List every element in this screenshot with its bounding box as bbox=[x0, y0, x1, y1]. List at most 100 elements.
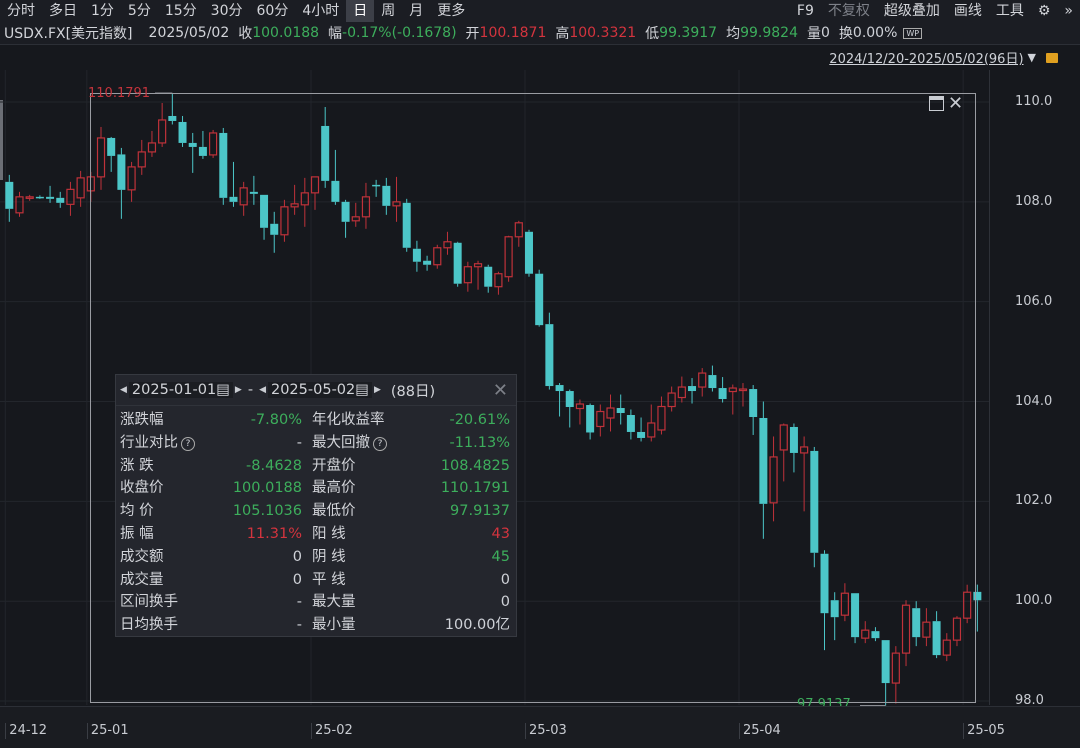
candle-body-down bbox=[117, 154, 126, 190]
calendar-icon[interactable]: ▤ bbox=[355, 382, 369, 398]
stat-label: 平 线 bbox=[312, 569, 346, 592]
price-tick-label: 110.0 bbox=[1015, 94, 1053, 109]
candle-body-up bbox=[647, 422, 656, 438]
period-tab[interactable]: 1分 bbox=[91, 3, 114, 19]
stat-label: 年化收益率 bbox=[312, 409, 385, 432]
stat-label: 开盘价 bbox=[312, 455, 356, 478]
candle bbox=[270, 211, 279, 253]
period-tab[interactable]: 月 bbox=[409, 3, 424, 19]
window-icon[interactable] bbox=[929, 96, 944, 111]
close-icon[interactable]: ✕ bbox=[492, 379, 508, 401]
start-date-field[interactable]: 2025-01-01▤ bbox=[128, 382, 233, 398]
prev-start-icon[interactable]: ◀ bbox=[120, 385, 127, 395]
avg-label: 均 bbox=[726, 26, 741, 42]
prev-end-icon[interactable]: ◀ bbox=[259, 385, 266, 395]
candle bbox=[290, 184, 299, 215]
candlestick-chart[interactable] bbox=[0, 0, 989, 747]
stat-label-text: 收盘价 bbox=[120, 480, 164, 497]
next-start-icon[interactable]: ▶ bbox=[234, 385, 242, 395]
open-value: 100.1871 bbox=[479, 25, 547, 41]
candle-body-down bbox=[973, 591, 982, 601]
candle bbox=[178, 115, 187, 147]
triangle-down-icon[interactable]: ▼ bbox=[1027, 51, 1036, 64]
candle bbox=[759, 401, 768, 539]
candle-body-up bbox=[127, 166, 136, 191]
candle-body-down bbox=[188, 142, 197, 147]
candle bbox=[708, 365, 717, 392]
end-date-field[interactable]: 2025-05-02▤ bbox=[267, 382, 372, 398]
period-tab[interactable]: 15分 bbox=[164, 3, 197, 19]
avg-value: 99.9824 bbox=[740, 25, 798, 41]
candle bbox=[351, 202, 360, 227]
quote-date: 2025/05/02 bbox=[148, 25, 230, 41]
period-tab[interactable]: 更多 bbox=[437, 3, 466, 19]
date-range-link[interactable]: 2024/12/20-2025/05/02(96日) bbox=[829, 52, 1024, 67]
gear-icon[interactable]: ⚙ bbox=[1037, 3, 1051, 19]
selection-controls: ✕ bbox=[929, 93, 964, 114]
next-end-icon[interactable]: ▶ bbox=[373, 385, 381, 395]
candle bbox=[820, 550, 829, 651]
toolbar-button[interactable]: 不复权 bbox=[827, 3, 870, 19]
toolbar-right: F9 不复权 超级叠加 画线 工具 ⚙ » bbox=[790, 0, 1080, 22]
stat-label: 日均换手 bbox=[120, 614, 178, 637]
help-icon[interactable]: ? bbox=[373, 436, 387, 451]
candle bbox=[137, 139, 146, 175]
candle bbox=[800, 436, 809, 512]
candle bbox=[433, 244, 442, 269]
candle bbox=[402, 198, 411, 252]
candle-body-up bbox=[840, 592, 849, 616]
period-tab[interactable]: 日 bbox=[346, 0, 375, 22]
candle-body-down bbox=[718, 388, 727, 400]
interval-selection-box[interactable] bbox=[90, 93, 976, 703]
candle-body-down bbox=[565, 391, 574, 408]
toolbar-button[interactable]: 工具 bbox=[995, 3, 1024, 19]
candle-body-down bbox=[616, 408, 625, 414]
calendar-icon[interactable]: ▤ bbox=[216, 382, 230, 398]
candle bbox=[117, 147, 126, 219]
candle-body-down bbox=[545, 324, 554, 387]
stat-row: 涨跌幅 -7.80% bbox=[120, 409, 310, 432]
interval-stats-panel: ◀ 2025-01-01▤ ▶ - ◀ 2025-05-02▤ ▶ (88日) … bbox=[115, 374, 517, 637]
candle-body-up bbox=[861, 629, 870, 639]
candle-body-up bbox=[25, 196, 34, 199]
period-tab[interactable]: 分时 bbox=[7, 3, 35, 19]
lock-icon[interactable] bbox=[1046, 52, 1058, 63]
period-tab[interactable]: 5分 bbox=[127, 3, 151, 19]
candle-body-up bbox=[280, 206, 289, 236]
candle bbox=[545, 312, 554, 390]
candle-body-down bbox=[484, 266, 493, 287]
candle bbox=[555, 383, 564, 417]
toolbar-button[interactable]: 超级叠加 bbox=[883, 3, 940, 19]
candle bbox=[647, 404, 656, 442]
wp-icon[interactable]: WP bbox=[903, 27, 923, 39]
price-tick-label: 100.0 bbox=[1015, 593, 1053, 609]
candle-body-up bbox=[209, 132, 218, 156]
candle-body-up bbox=[290, 203, 299, 208]
candle-body-down bbox=[249, 191, 258, 194]
symbol-name: USDX.FX[美元指数] bbox=[4, 26, 133, 42]
stat-label: 收盘价 bbox=[120, 477, 164, 500]
period-tab[interactable]: 4小时 bbox=[302, 3, 340, 19]
candle-body-up bbox=[158, 119, 167, 144]
period-tab[interactable]: 多日 bbox=[49, 3, 77, 19]
date-range-selector[interactable]: 2024/12/20-2025/05/02(96日) ▼ bbox=[829, 48, 1058, 67]
stat-value: - bbox=[296, 594, 302, 611]
candle bbox=[698, 368, 707, 397]
period-tab[interactable]: 30分 bbox=[210, 3, 243, 19]
turnover-value: 0.00% bbox=[852, 25, 898, 41]
candle-body-up bbox=[473, 263, 483, 268]
toolbar-button[interactable]: 画线 bbox=[953, 3, 982, 19]
price-tick-label: 102.0 bbox=[1015, 493, 1053, 509]
candle bbox=[321, 106, 330, 188]
left-scrollbar[interactable] bbox=[0, 100, 3, 180]
double-chevron-right-icon[interactable]: » bbox=[1064, 3, 1073, 19]
help-icon[interactable]: ? bbox=[181, 436, 195, 451]
close-icon[interactable]: ✕ bbox=[948, 93, 964, 114]
stat-label: 最低价 bbox=[312, 500, 356, 523]
candle-body-down bbox=[168, 115, 177, 121]
candle-body-up bbox=[300, 192, 309, 206]
candle bbox=[718, 377, 727, 403]
toolbar-button[interactable]: F9 bbox=[796, 3, 814, 19]
period-tab[interactable]: 周 bbox=[381, 3, 396, 19]
period-tab[interactable]: 60分 bbox=[256, 3, 289, 19]
